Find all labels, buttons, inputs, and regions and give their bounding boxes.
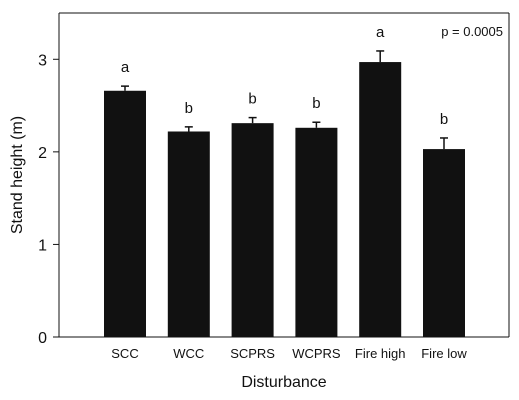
bar bbox=[423, 149, 465, 337]
x-tick-label: WCPRS bbox=[292, 346, 341, 361]
group-letter: b bbox=[185, 100, 193, 117]
bar bbox=[167, 131, 210, 337]
y-tick-label: 0 bbox=[38, 330, 47, 347]
x-ticks-layer: SCC WCC SCPRS WCPRS Fire high Fire low bbox=[111, 346, 467, 361]
group-letter: a bbox=[376, 24, 385, 41]
x-tick-label: Fire low bbox=[421, 346, 467, 361]
x-tick-label: Fire high bbox=[355, 346, 406, 361]
y-tick-label: 3 bbox=[38, 52, 47, 69]
p-value-annotation: p = 0.0005 bbox=[441, 24, 503, 39]
axes-layer bbox=[58, 12, 510, 338]
y-tick-label: 2 bbox=[38, 145, 47, 162]
x-tick-label: SCPRS bbox=[230, 346, 275, 361]
y-axis-label: Stand height (m) bbox=[9, 116, 26, 234]
group-letter: b bbox=[248, 91, 256, 108]
y-ticks-layer: 0 1 2 3 bbox=[38, 52, 59, 347]
x-axis-label: Disturbance bbox=[241, 374, 326, 391]
x-tick-label: WCC bbox=[173, 346, 204, 361]
bar bbox=[231, 123, 274, 337]
group-letter: b bbox=[440, 111, 448, 128]
group-letter: a bbox=[121, 59, 130, 76]
bar bbox=[295, 127, 338, 337]
bars-layer bbox=[104, 62, 465, 337]
errorbars-layer bbox=[121, 50, 448, 150]
y-tick-label: 1 bbox=[38, 237, 47, 254]
bar bbox=[104, 90, 146, 337]
group-letters-layer: a b b b a b bbox=[121, 24, 448, 128]
x-tick-label: SCC bbox=[111, 346, 138, 361]
group-letter: b bbox=[312, 95, 320, 112]
bar bbox=[359, 62, 402, 337]
